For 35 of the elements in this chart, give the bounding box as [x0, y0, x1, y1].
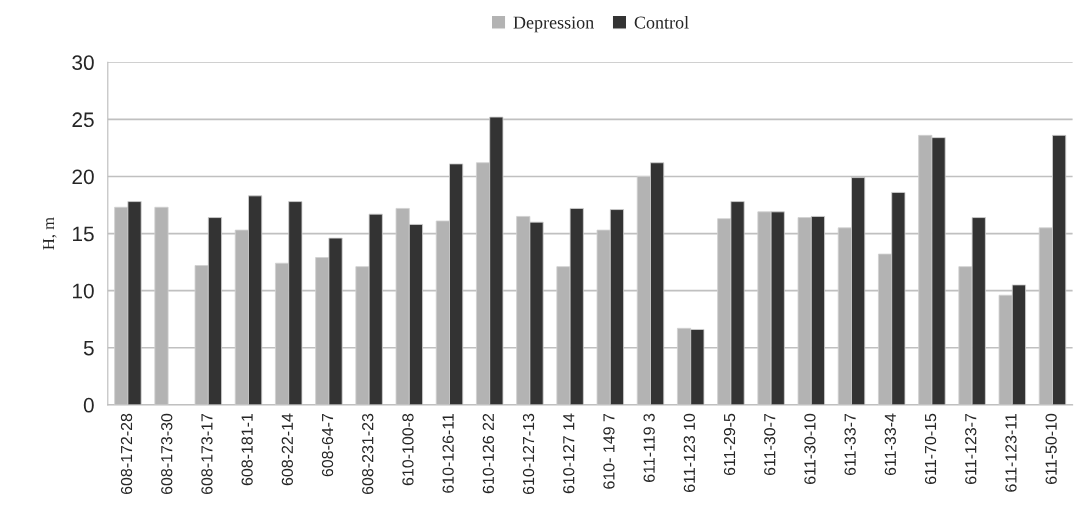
- x-tick-label: 611-30-10: [804, 413, 816, 484]
- x-tick-label: 608-181-1: [241, 413, 253, 486]
- x-tick-label: 611-33-7: [844, 413, 856, 476]
- x-tick-label: 610- 149 7: [603, 413, 615, 489]
- y-tick-label: 15: [73, 226, 94, 242]
- x-tick-label: 611-29-5: [723, 413, 736, 476]
- x-tick-label: 608-173-30: [161, 413, 173, 495]
- x-tick-label: 608-64-7: [321, 413, 334, 477]
- x-tick-label: 611-33-4: [884, 413, 896, 476]
- y-tick-label: 25: [72, 112, 94, 128]
- x-tick-label: 611-123-11: [1005, 413, 1017, 492]
- y-tick-label: 10: [73, 283, 94, 299]
- x-tick-label: 608-173-17: [201, 413, 213, 495]
- x-tick-label: 610-100-8: [402, 413, 414, 486]
- x-tick-label: 611-70-15: [924, 413, 937, 484]
- x-tick-label: 608-22-14: [281, 413, 293, 486]
- x-tick-label: 611-119 3: [643, 413, 655, 482]
- x-tick-label: 610-127 14: [563, 413, 575, 494]
- legend-label: Depression: [513, 16, 594, 33]
- y-axis-title: H, m: [43, 217, 57, 250]
- x-tick-label: 608-172-28: [120, 413, 133, 495]
- x-tick-label: 610-126-11: [442, 413, 454, 493]
- x-tick-label: 611-123-7: [965, 413, 977, 484]
- legend-label: Control: [634, 15, 689, 29]
- x-tick-label: 611-50-10: [1045, 413, 1057, 484]
- bar: [154, 206, 169, 405]
- x-tick-label: 611-123 10: [683, 413, 695, 492]
- y-tick-label: 20: [72, 169, 94, 185]
- x-tick-label: 608-231-23: [362, 413, 374, 495]
- y-tick-label: 0: [83, 397, 94, 413]
- x-tick-label: 610-126 22: [482, 413, 494, 494]
- x-tick-label: 611-30-7: [764, 413, 776, 476]
- y-tick-label: 5: [83, 340, 94, 356]
- y-tick-label: 30: [72, 55, 94, 71]
- x-tick-label: 610-127-13: [522, 413, 535, 495]
